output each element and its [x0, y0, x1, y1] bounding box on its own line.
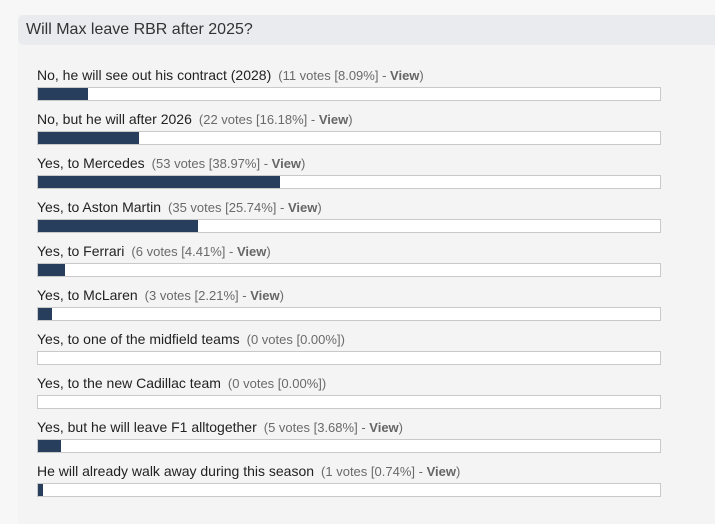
poll-option: Yes, to one of the midfield teams (0 vote…: [37, 330, 661, 370]
poll-option-line: Yes, to one of the midfield teams (0 vote…: [37, 330, 345, 349]
vote-bar-track: [37, 175, 661, 189]
poll-option-votes: (5 votes [3.68%] - View): [263, 420, 403, 435]
poll-option-line: Yes, but he will leave F1 alltogether (5 …: [37, 418, 403, 437]
poll-option: Yes, but he will leave F1 alltogether (5 …: [37, 418, 661, 458]
vote-count-text: 22 votes [16.18%]: [203, 112, 308, 127]
poll-option-line: Yes, to McLaren (3 votes [2.21%] - View): [37, 286, 284, 305]
poll-option-votes: (22 votes [16.18%] - View): [198, 112, 353, 127]
poll-option-line: No, he will see out his contract (2028) (…: [37, 66, 424, 85]
poll-option-label: Yes, to McLaren: [37, 287, 138, 303]
vote-bar-fill: [38, 440, 61, 452]
poll-option-label: Yes, to the new Cadillac team: [37, 375, 221, 391]
vote-count-text: 5 votes [3.68%]: [268, 420, 358, 435]
view-voters-link[interactable]: View: [426, 464, 456, 479]
poll-option-line: He will already walk away during this se…: [37, 462, 460, 481]
vote-bar-track: [37, 131, 661, 145]
poll-option-votes: (3 votes [2.21%] - View): [144, 288, 284, 303]
poll-title: Will Max leave RBR after 2025?: [26, 21, 253, 38]
vote-bar-fill: [38, 484, 43, 496]
poll-option-votes: (11 votes [8.09%] - View): [278, 68, 424, 83]
vote-bar-track: [37, 483, 661, 497]
poll-option: Yes, to Aston Martin (35 votes [25.74%] -…: [37, 198, 661, 238]
poll-option-label: No, he will see out his contract (2028): [37, 67, 272, 83]
poll-option: Yes, to McLaren (3 votes [2.21%] - View): [37, 286, 661, 326]
poll-option: No, he will see out his contract (2028) (…: [37, 66, 661, 106]
view-voters-link[interactable]: View: [250, 288, 280, 303]
vote-bar-fill: [38, 308, 52, 320]
vote-bar-fill: [38, 220, 198, 232]
poll-option-line: Yes, to Aston Martin (35 votes [25.74%] -…: [37, 198, 322, 217]
view-voters-link[interactable]: View: [287, 200, 318, 215]
poll-option-line: Yes, to Ferrari (6 votes [4.41%] - View): [37, 242, 271, 261]
vote-bar-track: [37, 439, 661, 453]
poll-option-label: Yes, to one of the midfield teams: [37, 331, 240, 347]
poll-option: Yes, to Ferrari (6 votes [4.41%] - View): [37, 242, 661, 282]
view-voters-link[interactable]: View: [369, 420, 399, 435]
vote-bar-fill: [38, 132, 139, 144]
vote-bar-fill: [38, 88, 88, 100]
poll-option-label: Yes, to Ferrari: [37, 243, 125, 259]
poll-option-votes: (0 votes [0.00%]): [227, 376, 327, 391]
vote-count-text: 35 votes [25.74%]: [172, 200, 277, 215]
poll-header: Will Max leave RBR after 2025?: [18, 15, 715, 45]
poll-option: He will already walk away during this se…: [37, 462, 661, 502]
poll-option-line: No, but he will after 2026 (22 votes [16.…: [37, 110, 353, 129]
poll-option: Yes, to Mercedes (53 votes [38.97%] - Vie…: [37, 154, 661, 194]
poll-option: Yes, to the new Cadillac team (0 votes [0…: [37, 374, 661, 414]
poll-option-votes: (0 votes [0.00%]): [246, 332, 345, 347]
poll-option-votes: (35 votes [25.74%] - View): [168, 200, 322, 215]
vote-bar-track: [37, 87, 661, 101]
vote-count-text: 6 votes [4.41%]: [135, 244, 226, 259]
poll-option: No, but he will after 2026 (22 votes [16.…: [37, 110, 661, 150]
poll-option-label: Yes, to Mercedes: [37, 155, 145, 171]
vote-bar-fill: [38, 264, 65, 276]
vote-count-text: 3 votes [2.21%]: [149, 288, 239, 303]
vote-count-text: 53 votes [38.97%]: [156, 156, 261, 171]
view-voters-link[interactable]: View: [236, 244, 267, 259]
poll-option-votes: (1 votes [0.74%] - View): [321, 464, 461, 479]
poll-option-votes: (53 votes [38.97%] - View): [151, 156, 306, 171]
poll-option-line: Yes, to Mercedes (53 votes [38.97%] - Vie…: [37, 154, 305, 173]
vote-bar-fill: [38, 176, 280, 188]
poll-option-label: No, but he will after 2026: [37, 111, 192, 127]
vote-count-text: 1 votes [0.74%]: [325, 464, 415, 479]
vote-count-text: 0 votes [0.00%]: [232, 376, 322, 391]
view-voters-link[interactable]: View: [318, 112, 349, 127]
poll-option-label: Yes, to Aston Martin: [37, 199, 161, 215]
view-voters-link[interactable]: View: [390, 68, 420, 83]
vote-count-text: 11 votes [8.09%]: [282, 68, 379, 83]
vote-bar-track: [37, 395, 661, 409]
vote-bar-track: [37, 219, 661, 233]
poll-option-line: Yes, to the new Cadillac team (0 votes [0…: [37, 374, 326, 393]
poll-option-label: He will already walk away during this se…: [37, 463, 315, 479]
view-voters-link[interactable]: View: [271, 156, 302, 171]
vote-bar-track: [37, 263, 661, 277]
poll-option-votes: (6 votes [4.41%] - View): [131, 244, 271, 259]
poll-option-label: Yes, but he will leave F1 alltogether: [37, 419, 257, 435]
poll-panel: Will Max leave RBR after 2025? No, he wi…: [18, 15, 715, 524]
vote-count-text: 0 votes [0.00%]: [250, 332, 341, 347]
vote-bar-track: [37, 351, 661, 365]
vote-bar-track: [37, 307, 661, 321]
